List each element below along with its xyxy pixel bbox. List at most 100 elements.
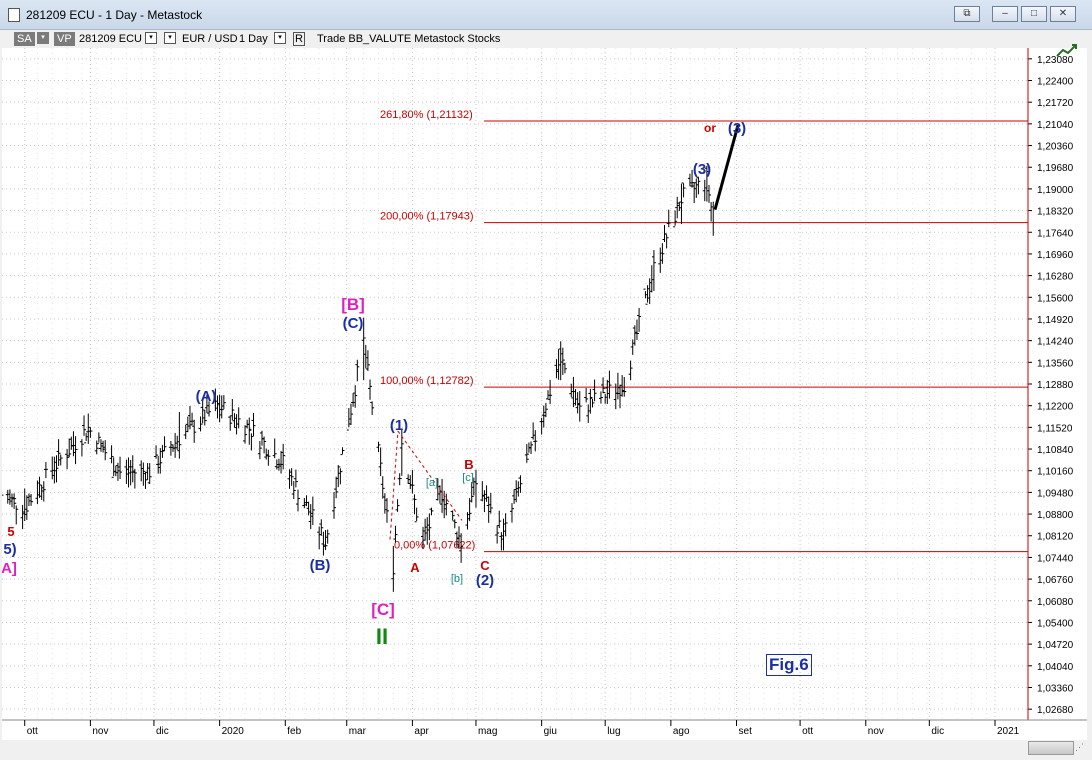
- x-tick-label: nov: [92, 726, 108, 737]
- y-tick-label: 1,15600: [1037, 293, 1074, 304]
- y-tick-label: 1,17640: [1037, 228, 1074, 239]
- projection-line: [713, 124, 740, 211]
- x-tick-label: 2020: [222, 726, 245, 737]
- y-tick-label: 1,10160: [1037, 467, 1074, 478]
- wave-label-or: or: [704, 121, 716, 135]
- wave-label-A: (A): [196, 388, 217, 405]
- horizontal-scrollbar[interactable]: [1028, 741, 1074, 755]
- y-tick-label: 1,10840: [1037, 445, 1074, 456]
- x-tick-label: mag: [478, 726, 497, 737]
- y-tick-label: 1,23080: [1037, 55, 1074, 66]
- price-bars: [0, 124, 740, 592]
- x-tick-label: apr: [414, 726, 429, 737]
- y-tick-label: 1,04040: [1037, 662, 1074, 673]
- fibonacci-levels: 261,80% (1,21132) 200,00% (1,17943) 100,00…: [380, 109, 1028, 553]
- x-tick-label: 2021: [997, 726, 1020, 737]
- x-tick-label: nov: [868, 726, 884, 737]
- figure-label: Fig.6: [766, 654, 812, 676]
- x-tick-label: lug: [607, 726, 620, 737]
- y-tick-label: 1,16960: [1037, 250, 1074, 261]
- wave-label-II: II: [376, 624, 388, 649]
- y-tick-label: 1,14920: [1037, 315, 1074, 326]
- x-tick-label: mar: [349, 726, 367, 737]
- wave-label-B-red: B: [464, 457, 473, 472]
- chart-area[interactable]: 261,80% (1,21132) 200,00% (1,17943) 100,00…: [0, 48, 1087, 740]
- wave-labels: 5 5) A] (A) (B) [B](C) [C] II (1) [a] [b] [c] A B C(2)…: [1, 120, 746, 649]
- x-tick-label: dic: [156, 726, 169, 737]
- fib-label: 200,00% (1,17943): [380, 211, 474, 223]
- period-dropdown-icon[interactable]: ▾: [274, 32, 286, 44]
- wave-label-2: (2): [476, 572, 494, 589]
- y-tick-label: 1,21040: [1037, 120, 1074, 131]
- wave-label-a-magenta: A]: [2, 560, 17, 577]
- price-axis: 1,23080 1,22400 1,21720 1,21040 1,20360 1,196…: [1027, 48, 1074, 720]
- y-tick-label: 1,21720: [1037, 98, 1074, 109]
- y-tick-label: 1,02680: [1037, 705, 1074, 716]
- vp-button[interactable]: VP: [54, 32, 75, 46]
- y-tick-label: 1,03360: [1037, 683, 1074, 694]
- price-chart[interactable]: 261,80% (1,21132) 200,00% (1,17943) 100,00…: [0, 48, 1087, 740]
- restore-icon[interactable]: ⧉: [954, 6, 980, 22]
- wave-label-a-small: [a]: [426, 477, 438, 489]
- fib-label: 100,00% (1,12782): [380, 375, 474, 387]
- y-tick-label: 1,19000: [1037, 185, 1074, 196]
- period-label: 1 Day: [239, 33, 268, 45]
- wave-label-A-red: A: [410, 560, 420, 575]
- y-tick-label: 1,08800: [1037, 510, 1074, 521]
- minimize-icon[interactable]: –: [992, 6, 1018, 22]
- wave-label-B: (B): [310, 557, 331, 574]
- wave-label-C-bracket: [C]: [371, 600, 395, 619]
- y-tick-label: 1,07440: [1037, 553, 1074, 564]
- y-tick-label: 1,18320: [1037, 207, 1074, 218]
- helper-line: [397, 430, 463, 521]
- y-tick-label: 1,12880: [1037, 380, 1074, 391]
- wave-label-5-blue: 5): [3, 541, 16, 558]
- wave-label-3-projected: (3): [728, 120, 746, 137]
- chart-toolbar: SA ▾ VP 281209 ECU ▾ ▾ EUR / USD 1 Day ▾…: [0, 30, 1092, 48]
- fib-label: 0,00% (1,07622): [394, 540, 475, 552]
- y-tick-label: 1,20360: [1037, 142, 1074, 153]
- y-tick-label: 1,11520: [1037, 423, 1073, 434]
- y-tick-label: 1,22400: [1037, 77, 1074, 88]
- wave-label-c-small: [c]: [462, 472, 474, 484]
- symbol-label: 281209 ECU: [79, 33, 142, 45]
- wave-label-C: (C): [343, 315, 364, 332]
- y-tick-label: 1,09480: [1037, 488, 1074, 499]
- helper-line: [389, 431, 399, 540]
- toolbar-info: Trade BB_VALUTE Metastock Stocks: [317, 33, 501, 45]
- sa-dropdown-icon[interactable]: ▾: [37, 32, 49, 44]
- wave-label-5-red: 5: [7, 524, 14, 539]
- y-tick-label: 1,05400: [1037, 618, 1074, 629]
- x-tick-label: ago: [673, 726, 690, 737]
- maximize-icon[interactable]: □: [1021, 6, 1047, 22]
- y-tick-label: 1,13560: [1037, 358, 1074, 369]
- sa-button[interactable]: SA: [14, 32, 35, 46]
- y-tick-label: 1,14240: [1037, 337, 1074, 348]
- wave-label-B-bracket: [B]: [341, 295, 365, 314]
- resize-grip-icon[interactable]: ⋰: [1075, 742, 1084, 752]
- fib-label: 261,80% (1,21132): [380, 109, 473, 121]
- r-button[interactable]: R: [293, 32, 305, 46]
- y-tick-label: 1,12200: [1037, 402, 1074, 413]
- symbol-dropdown-icon[interactable]: ▾: [145, 32, 157, 44]
- title-bar: 281209 ECU - 1 Day - Metastock ⧉ – □ ✕: [0, 0, 1092, 30]
- chart-tools-icon[interactable]: [1055, 42, 1079, 60]
- y-tick-label: 1,04720: [1037, 640, 1074, 651]
- pair-dropdown-icon[interactable]: ▾: [164, 32, 176, 44]
- time-axis: ott nov dic 2020 feb mar apr mag giu lug ago set ott…: [2, 719, 1087, 737]
- wave-label-3: (3): [693, 161, 711, 178]
- wave-label-C-red: C: [480, 558, 490, 573]
- wave-label-1: (1): [390, 417, 408, 434]
- x-tick-label: giu: [544, 726, 557, 737]
- wave-label-b-small: [b]: [451, 573, 463, 585]
- x-tick-label: ott: [802, 726, 813, 737]
- window-title: 281209 ECU - 1 Day - Metastock: [26, 8, 203, 22]
- x-tick-label: feb: [287, 726, 301, 737]
- close-icon[interactable]: ✕: [1050, 6, 1076, 22]
- x-tick-label: dic: [931, 726, 944, 737]
- pair-label: EUR / USD: [182, 33, 238, 45]
- y-tick-label: 1,08120: [1037, 532, 1074, 543]
- grid: [2, 48, 1028, 720]
- y-tick-label: 1,06080: [1037, 597, 1074, 608]
- x-tick-label: set: [739, 726, 753, 737]
